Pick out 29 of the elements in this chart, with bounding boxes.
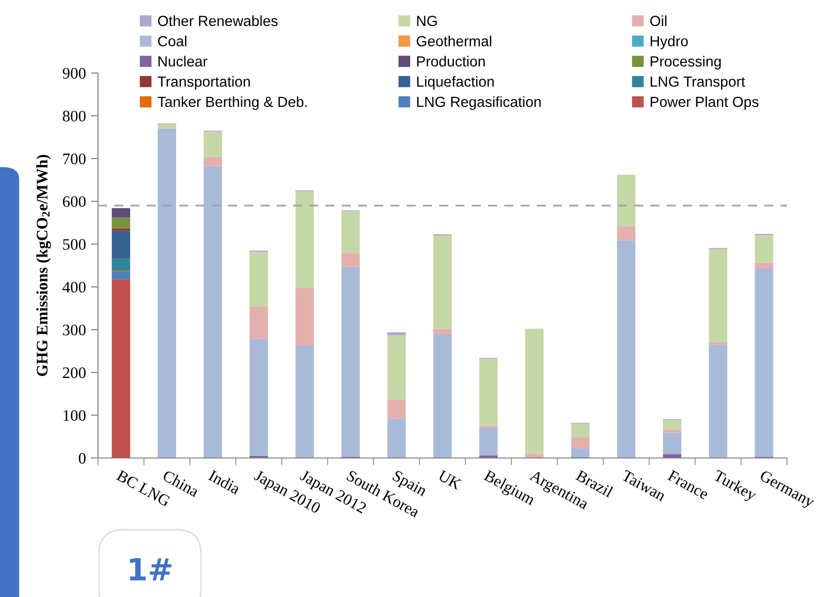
legend-label: Nuclear	[158, 56, 208, 67]
legend-label: Tanker Berthing & Deb.	[158, 96, 307, 110]
y-tick-label: 500	[63, 239, 86, 250]
legend-label: Transportation	[158, 76, 250, 90]
legend-label: Power Plant Ops	[650, 96, 758, 110]
legend-label: LNG Regasification	[417, 96, 541, 110]
y-tick-label: 800	[62, 110, 86, 122]
y-tick-label: 100	[64, 410, 86, 421]
legend-label: Production	[417, 56, 485, 67]
y-tick-label: 300	[63, 324, 86, 336]
legend-label: Liquefaction	[417, 76, 494, 90]
legend-label: Coal	[158, 36, 186, 46]
legend-label: Processing	[650, 56, 721, 70]
legend-label: Other Renewables	[158, 15, 278, 26]
legend-label: Geothermal	[416, 36, 492, 46]
y-tick-label: 700	[63, 153, 86, 164]
legend-label: NG	[417, 16, 437, 26]
x-tick-label: India	[208, 469, 242, 495]
legend-label: Hydro	[650, 36, 688, 50]
y-tick-label: 400	[62, 282, 86, 293]
y-tick-label: 0	[78, 452, 86, 464]
x-tick-label: UK	[437, 470, 462, 490]
legend-label: LNG Transport	[650, 76, 746, 90]
y-tick-label: 900	[62, 68, 86, 79]
y-tick-label: 200	[62, 367, 86, 378]
legend-label: Oil	[650, 15, 666, 26]
y-tick-label: 600	[62, 196, 86, 208]
y-axis-title: GHG Emissions (kgCO$_{2}$e/MWh)	[36, 154, 51, 376]
text: 1#	[130, 558, 172, 580]
